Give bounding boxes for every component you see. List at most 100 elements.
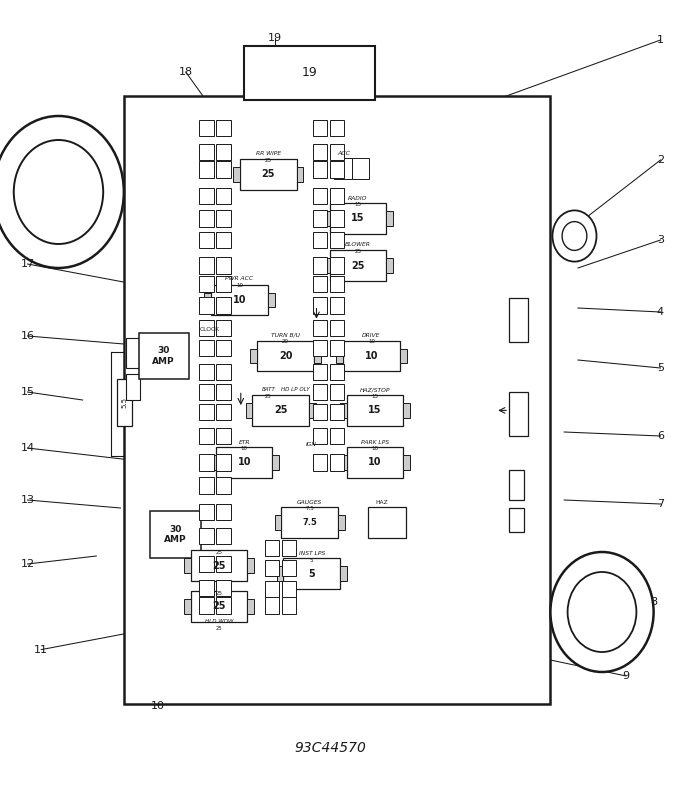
Bar xyxy=(139,333,189,379)
Bar xyxy=(309,403,316,418)
Bar xyxy=(314,349,321,363)
Bar xyxy=(200,477,213,494)
Bar xyxy=(272,455,279,470)
Bar xyxy=(340,403,347,418)
Bar xyxy=(126,374,140,400)
Bar xyxy=(312,143,327,160)
Bar xyxy=(216,231,231,248)
Text: 7.5: 7.5 xyxy=(302,518,317,527)
Bar xyxy=(216,210,231,227)
Bar xyxy=(216,403,231,421)
Circle shape xyxy=(568,572,636,652)
Text: 10: 10 xyxy=(236,283,243,288)
Text: 12: 12 xyxy=(21,559,34,569)
Text: 6: 6 xyxy=(657,431,664,441)
Bar xyxy=(400,349,407,363)
Text: 15: 15 xyxy=(368,406,382,415)
Text: HLD WDW: HLD WDW xyxy=(204,619,233,624)
Circle shape xyxy=(0,116,124,268)
Bar xyxy=(368,507,406,538)
Bar xyxy=(200,363,213,380)
Bar xyxy=(403,455,410,470)
Bar xyxy=(216,257,231,274)
Bar xyxy=(312,427,327,444)
Bar xyxy=(330,297,344,314)
Text: 19: 19 xyxy=(268,34,282,43)
Bar xyxy=(330,210,344,227)
Bar xyxy=(281,507,338,538)
Bar xyxy=(204,293,211,307)
Bar xyxy=(216,319,231,336)
Bar xyxy=(334,158,352,179)
Bar xyxy=(200,427,213,444)
Bar xyxy=(200,161,213,178)
Bar xyxy=(246,403,252,418)
Bar xyxy=(330,143,344,160)
Bar xyxy=(403,403,410,418)
Bar xyxy=(312,187,327,204)
Bar xyxy=(117,379,132,426)
Bar xyxy=(240,159,297,190)
Bar xyxy=(330,363,344,380)
Bar xyxy=(275,515,281,530)
Bar xyxy=(330,161,344,178)
Bar xyxy=(216,187,231,204)
Text: IGN: IGN xyxy=(305,442,316,446)
Bar xyxy=(347,395,403,426)
Text: 10: 10 xyxy=(365,351,378,361)
Text: 5: 5 xyxy=(657,363,664,373)
Bar xyxy=(509,392,528,436)
Bar xyxy=(330,257,344,274)
Text: 25: 25 xyxy=(215,591,222,596)
Text: 25: 25 xyxy=(354,249,361,254)
Bar xyxy=(343,341,400,371)
Bar xyxy=(264,539,279,557)
Text: 25: 25 xyxy=(212,602,226,611)
Bar xyxy=(312,363,327,380)
Bar xyxy=(312,319,327,336)
Bar xyxy=(264,597,279,614)
Text: HAZ/STOP: HAZ/STOP xyxy=(360,387,390,392)
Bar xyxy=(282,560,297,576)
Text: HAZ: HAZ xyxy=(376,500,388,505)
Circle shape xyxy=(562,222,587,250)
Bar xyxy=(330,427,344,444)
Text: INST LPS: INST LPS xyxy=(299,551,325,556)
Bar xyxy=(216,579,231,597)
Bar xyxy=(330,187,344,204)
Bar xyxy=(247,599,254,614)
Bar xyxy=(216,477,231,494)
Bar xyxy=(191,591,247,622)
Bar xyxy=(312,454,327,470)
Bar xyxy=(352,158,369,179)
Bar xyxy=(216,339,231,357)
Text: 5.5: 5.5 xyxy=(122,397,127,408)
Bar xyxy=(200,597,213,614)
Bar xyxy=(200,210,213,227)
Text: 25: 25 xyxy=(265,158,272,162)
Bar xyxy=(216,297,231,314)
Bar xyxy=(297,167,303,182)
Text: 30
AMP: 30 AMP xyxy=(164,525,186,544)
Bar xyxy=(312,119,327,136)
Text: 25: 25 xyxy=(265,394,272,398)
Bar xyxy=(200,187,213,204)
Text: 18: 18 xyxy=(179,67,193,77)
Bar xyxy=(233,167,240,182)
Text: 14: 14 xyxy=(21,443,34,453)
Bar xyxy=(312,161,327,178)
Text: 2: 2 xyxy=(657,155,664,165)
Circle shape xyxy=(550,552,654,672)
Bar xyxy=(323,258,330,273)
Bar xyxy=(200,454,213,470)
Bar xyxy=(330,339,344,357)
Bar xyxy=(312,339,327,357)
Bar xyxy=(200,275,213,292)
Bar xyxy=(216,363,231,380)
Bar xyxy=(277,566,283,581)
Bar xyxy=(216,528,231,544)
Bar xyxy=(216,119,231,136)
Text: 25: 25 xyxy=(215,626,222,631)
Bar xyxy=(247,558,254,573)
Bar xyxy=(250,349,257,363)
